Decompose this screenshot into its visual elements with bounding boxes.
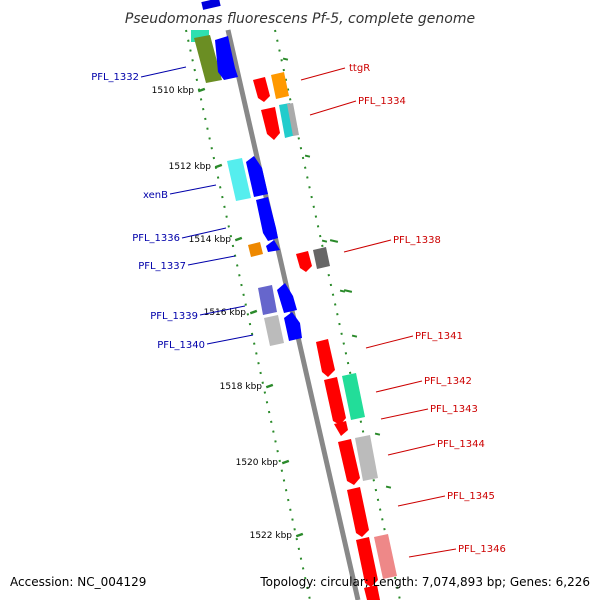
gene-label-leader <box>408 548 457 558</box>
scale-tick-mark <box>295 532 304 538</box>
gene-arrow-red-small <box>334 421 348 436</box>
gene-label-leader <box>300 67 346 81</box>
gene-label: PFL_1338 <box>393 235 441 246</box>
gene-block-green-1342 <box>342 373 365 420</box>
scale-tick-label: 1516 kbp <box>204 308 247 318</box>
gene-arrow-red-1338 <box>296 251 312 272</box>
gene-label-leader <box>181 227 227 239</box>
gene-label-leader <box>206 334 254 345</box>
genome-summary-text: Topology: circular; Length: 7,074,893 bp… <box>259 575 590 589</box>
gene-block-orange-1337 <box>248 242 263 257</box>
gene-block-grey-1340 <box>264 315 284 346</box>
gene-label: PFL_1342 <box>424 376 472 387</box>
gene-arrow-blue-small <box>266 240 280 252</box>
gene-block-cyan-xenB <box>227 158 251 201</box>
gene-label-leader <box>187 255 236 266</box>
gene-block-olive <box>194 35 222 83</box>
gene-label-leader <box>365 335 414 349</box>
gene-arrow-red-6 <box>356 537 378 587</box>
gene-block-grey-1344 <box>355 435 378 481</box>
gene-label: PFL_1332 <box>91 72 139 83</box>
gene-label-leader <box>169 184 217 195</box>
scale-tick-label: 1514 kbp <box>189 235 232 245</box>
gene-arrow-red-3 <box>324 377 346 425</box>
gene-block-purple-1339 <box>258 285 277 315</box>
gene-arrow-blue-5 <box>284 312 302 341</box>
gene-block-orange-ttgR <box>271 72 289 99</box>
gene-arrow-blue-1 <box>215 36 238 80</box>
gene-label: PFL_1345 <box>447 491 495 502</box>
scale-ticks: 1510 kbp 1512 kbp 1514 kbp 1516 kbp 1518 kbp… <box>152 86 304 541</box>
gene-arrow-red-1 <box>253 77 270 102</box>
right-strand-genes <box>253 72 397 600</box>
gene-arrow-red-7 <box>364 585 380 600</box>
gene-label: xenB <box>143 190 168 201</box>
gene-block-grey-1334 <box>287 103 299 136</box>
gene-arrow-blue-2 <box>246 156 268 197</box>
scale-tick-mark <box>197 87 206 93</box>
left-strand-genes <box>191 0 302 346</box>
gene-label: PFL_1341 <box>415 331 463 342</box>
gene-label: PFL_1337 <box>138 261 186 272</box>
scale-tick-mark <box>234 236 243 242</box>
map-title: Pseudomonas fluorescens Pf-5, complete g… <box>125 11 475 27</box>
gene-block-grey-1338 <box>313 247 330 269</box>
outer-left-dotted-track <box>185 29 311 600</box>
gene-label: ttgR <box>349 63 370 74</box>
scale-tick-label: 1518 kbp <box>220 382 263 392</box>
gene-label-leader <box>309 100 357 116</box>
gene-arrow-red-1341 <box>316 339 335 377</box>
scale-tick-mark <box>281 459 290 465</box>
gene-label-leader <box>397 495 446 507</box>
scale-tick-label: 1520 kbp <box>236 458 279 468</box>
gene-label: PFL_1334 <box>358 96 406 107</box>
right-gene-labels: ttgR PFL_1334 PFL_1338 PFL_1341 PFL_1342 PFL_… <box>300 63 506 558</box>
gene-label: PFL_1344 <box>437 439 485 450</box>
gene-label-leader <box>199 305 246 316</box>
scale-tick-mark <box>265 383 274 389</box>
gene-label: PFL_1336 <box>132 233 180 244</box>
scale-tick-mark <box>249 309 258 315</box>
gene-arrow-blue-3 <box>256 197 278 241</box>
scale-tick-label: 1522 kbp <box>250 531 293 541</box>
left-gene-labels: PFL_1332 xenB PFL_1336 PFL_1337 PFL_1339 PFL_… <box>91 66 254 351</box>
gene-arrow-red-5 <box>347 487 369 537</box>
gene-arrow-red-2 <box>261 107 280 140</box>
gene-block-blue-top <box>201 0 221 10</box>
right-ruler-dashes <box>282 57 392 489</box>
gene-arrow-red-4 <box>338 439 360 485</box>
gene-label: PFL_1343 <box>430 404 478 415</box>
gene-label-leader <box>343 239 392 253</box>
outer-right-dotted-track <box>274 29 401 600</box>
scale-tick-label: 1512 kbp <box>169 162 212 172</box>
gene-label-leader <box>387 443 436 456</box>
gene-arrow-blue-4 <box>277 283 297 313</box>
gene-label-leader <box>140 66 187 78</box>
gene-label: PFL_1346 <box>458 544 506 555</box>
gene-label: PFL_1340 <box>157 340 205 351</box>
scale-tick-label: 1510 kbp <box>152 86 195 96</box>
gene-label-leader <box>380 408 429 420</box>
gene-label-leader <box>375 380 423 393</box>
gene-label: PFL_1339 <box>150 311 198 322</box>
gene-block-pink-1346 <box>374 534 397 579</box>
scale-tick-mark <box>214 163 223 169</box>
accession-text: Accession: NC_004129 <box>10 575 146 589</box>
